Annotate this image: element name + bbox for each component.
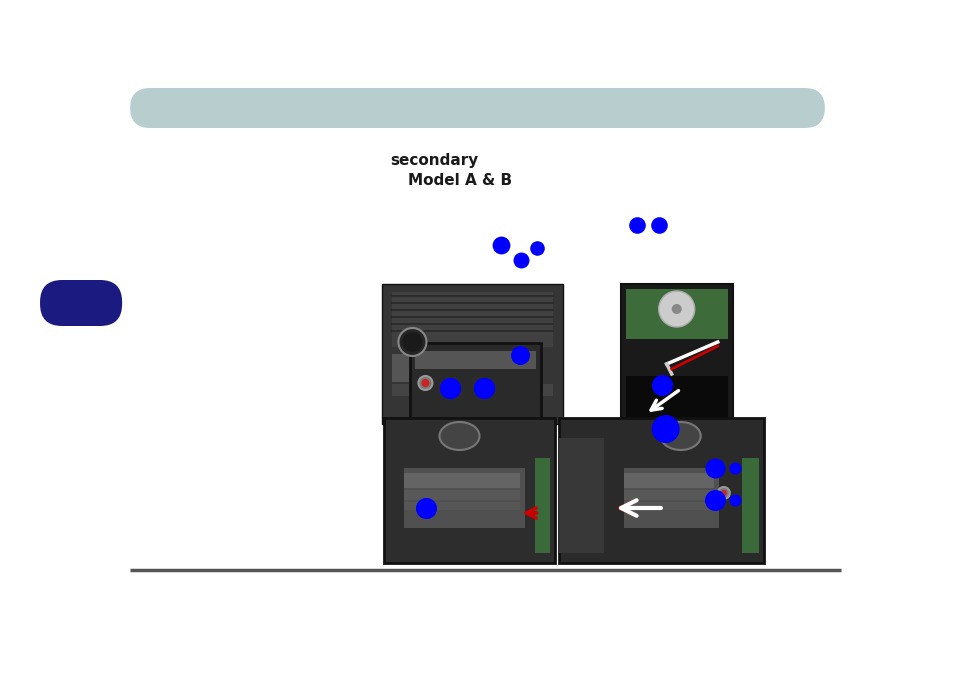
Point: [512, 349, 527, 360]
Point: [706, 462, 721, 473]
Bar: [382, 284, 562, 424]
Ellipse shape: [439, 422, 479, 450]
Bar: [620, 284, 732, 449]
Point: [654, 380, 669, 390]
Point: [493, 240, 508, 250]
FancyBboxPatch shape: [40, 280, 122, 326]
Bar: [384, 418, 554, 563]
Point: [726, 462, 741, 473]
Bar: [558, 438, 603, 553]
Bar: [415, 351, 535, 369]
Bar: [392, 384, 552, 396]
Bar: [404, 502, 519, 510]
Point: [726, 495, 741, 505]
Bar: [623, 502, 713, 510]
Point: [418, 503, 434, 513]
Point: [442, 383, 457, 394]
Bar: [623, 490, 713, 500]
Circle shape: [651, 415, 679, 443]
Bar: [404, 473, 519, 488]
Point: [706, 495, 721, 505]
Circle shape: [671, 304, 681, 314]
Bar: [392, 354, 512, 382]
Bar: [534, 458, 549, 553]
Bar: [623, 473, 713, 488]
Point: [513, 254, 528, 265]
Circle shape: [421, 379, 429, 387]
Bar: [410, 343, 540, 424]
Point: [476, 383, 491, 394]
Ellipse shape: [660, 422, 700, 450]
Text: Model A & B: Model A & B: [408, 173, 512, 188]
Bar: [623, 468, 718, 528]
Circle shape: [720, 490, 726, 496]
Circle shape: [658, 291, 694, 327]
Circle shape: [402, 332, 422, 352]
Point: [650, 219, 665, 230]
Text: secondary: secondary: [390, 153, 478, 168]
Bar: [404, 468, 524, 528]
Bar: [625, 376, 727, 443]
Circle shape: [418, 376, 432, 390]
Point: [442, 383, 457, 394]
Bar: [625, 289, 727, 339]
Bar: [558, 418, 763, 563]
FancyBboxPatch shape: [130, 88, 824, 128]
Circle shape: [398, 328, 426, 356]
Bar: [404, 490, 519, 500]
Point: [476, 383, 491, 394]
Point: [528, 242, 543, 253]
Point: [628, 219, 643, 230]
Circle shape: [717, 487, 729, 499]
Bar: [392, 292, 552, 347]
Bar: [741, 458, 758, 553]
